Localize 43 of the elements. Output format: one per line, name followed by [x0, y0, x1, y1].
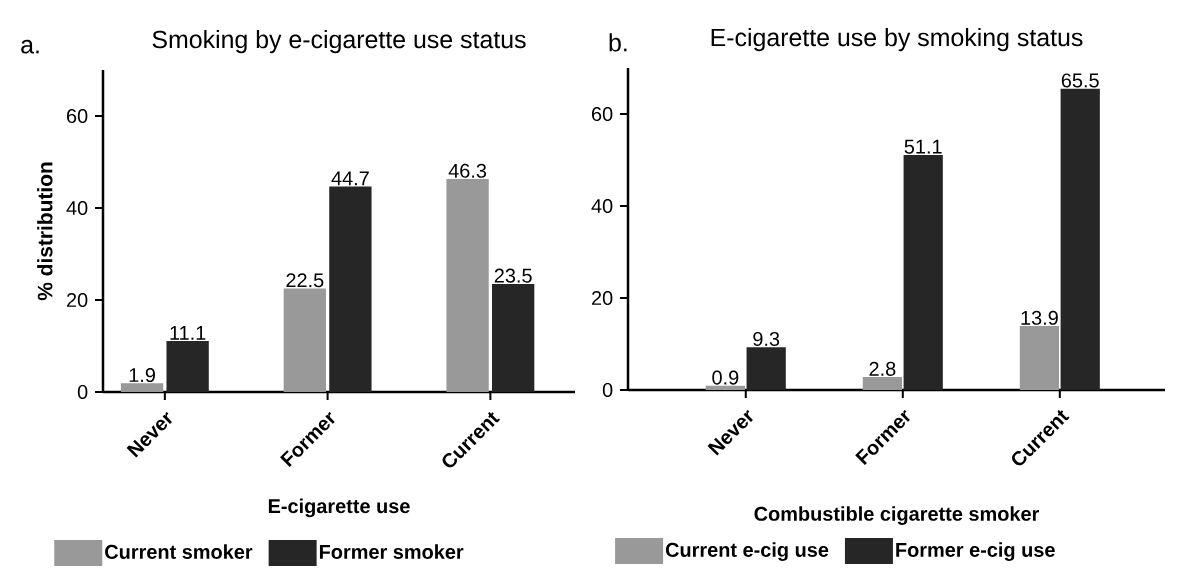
data-label: 2.8 [869, 361, 896, 376]
data-label: 1.9 [129, 367, 155, 383]
data-label: 13.9 [1021, 310, 1058, 325]
y-tick-label: 40 [66, 200, 88, 216]
bar [492, 283, 535, 392]
legend-label: Former e-cig use [896, 542, 1055, 561]
y-tick-label: 40 [591, 198, 613, 214]
data-label: 51.1 [904, 139, 942, 154]
bar [120, 383, 164, 392]
bar [746, 347, 786, 390]
x-axis-title: E-cigarette use [268, 498, 410, 518]
legend-label: Current e-cig use [665, 542, 829, 561]
data-label: 23.5 [494, 268, 532, 283]
bar [1060, 88, 1100, 390]
bar [1019, 326, 1060, 390]
bar [446, 179, 489, 392]
y-tick-label: 60 [592, 106, 613, 122]
y-tick-label: 0 [602, 382, 613, 398]
y-tick-label: 20 [67, 292, 88, 308]
data-label: 22.5 [286, 273, 324, 288]
bar [705, 385, 745, 390]
x-axis-title: Combustible cigarette smoker [754, 506, 1040, 525]
y-tick-label: 0 [77, 384, 88, 400]
legend-label: Current smoker [105, 544, 253, 559]
data-label: 65.5 [1061, 73, 1099, 88]
bar [166, 340, 209, 392]
y-axis-title: % distribution [37, 162, 53, 301]
text: a. [21, 39, 39, 54]
data-label: 0.9 [712, 370, 739, 385]
chart-title: Smoking by e-cigarette use status [152, 29, 526, 54]
bar [862, 377, 903, 390]
legend-label: Former smoker [319, 544, 464, 559]
text: b. [609, 33, 627, 52]
bar [329, 186, 372, 392]
data-label: 11.1 [170, 326, 206, 340]
data-label: 46.3 [448, 163, 487, 178]
data-label: 9.3 [753, 331, 780, 347]
bar [283, 288, 326, 392]
data-label: 44.7 [331, 171, 369, 186]
y-tick-label: 20 [592, 290, 613, 306]
bar [903, 154, 943, 390]
y-tick-label: 60 [67, 108, 88, 124]
chart-title: E-cigarette use by smoking status [711, 27, 1083, 52]
